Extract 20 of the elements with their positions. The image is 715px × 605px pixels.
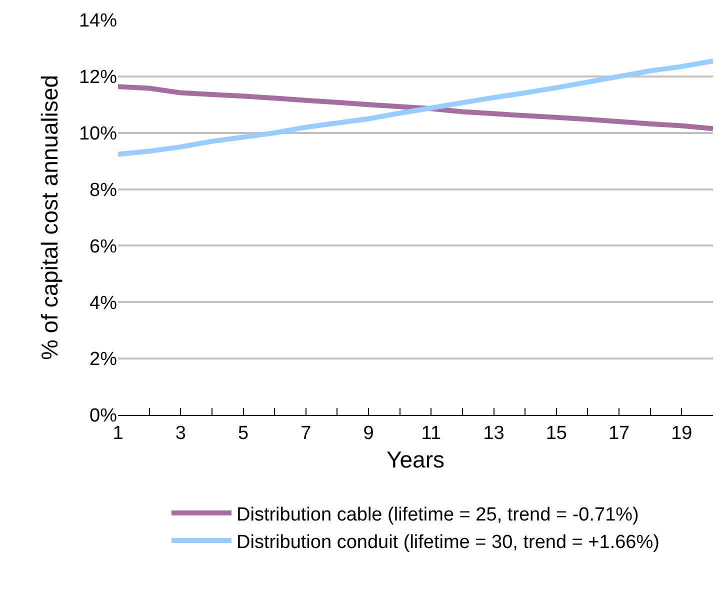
y-tick-label: 12%: [78, 67, 118, 88]
x-tick-label: 9: [363, 422, 374, 444]
x-tick-label: 15: [546, 422, 567, 444]
y-tick-label: 14%: [78, 10, 118, 32]
x-axis-title: Years: [386, 446, 444, 472]
y-tick-label: 6%: [90, 236, 118, 258]
legend-label: Distribution cable (lifetime = 25, trend = -0.71%): [236, 504, 639, 526]
x-tick-label: 13: [483, 422, 504, 444]
y-tick-label: 2%: [90, 349, 118, 370]
y-tick-label: 10%: [78, 124, 118, 145]
legend-label: Distribution conduit (lifetime = 30, trend = +1.66%): [236, 532, 660, 553]
y-axis-title: % of capital cost annualised: [36, 74, 62, 360]
x-tick-label: 7: [300, 422, 312, 444]
x-tick-label: 17: [608, 422, 630, 444]
x-tick-label: 19: [671, 422, 692, 444]
x-tick-label: 11: [421, 422, 442, 444]
y-tick-label: 8%: [90, 180, 118, 201]
x-tick-label: 3: [175, 422, 186, 444]
x-tick-label: 5: [238, 422, 249, 444]
y-tick-label: 4%: [90, 292, 118, 314]
